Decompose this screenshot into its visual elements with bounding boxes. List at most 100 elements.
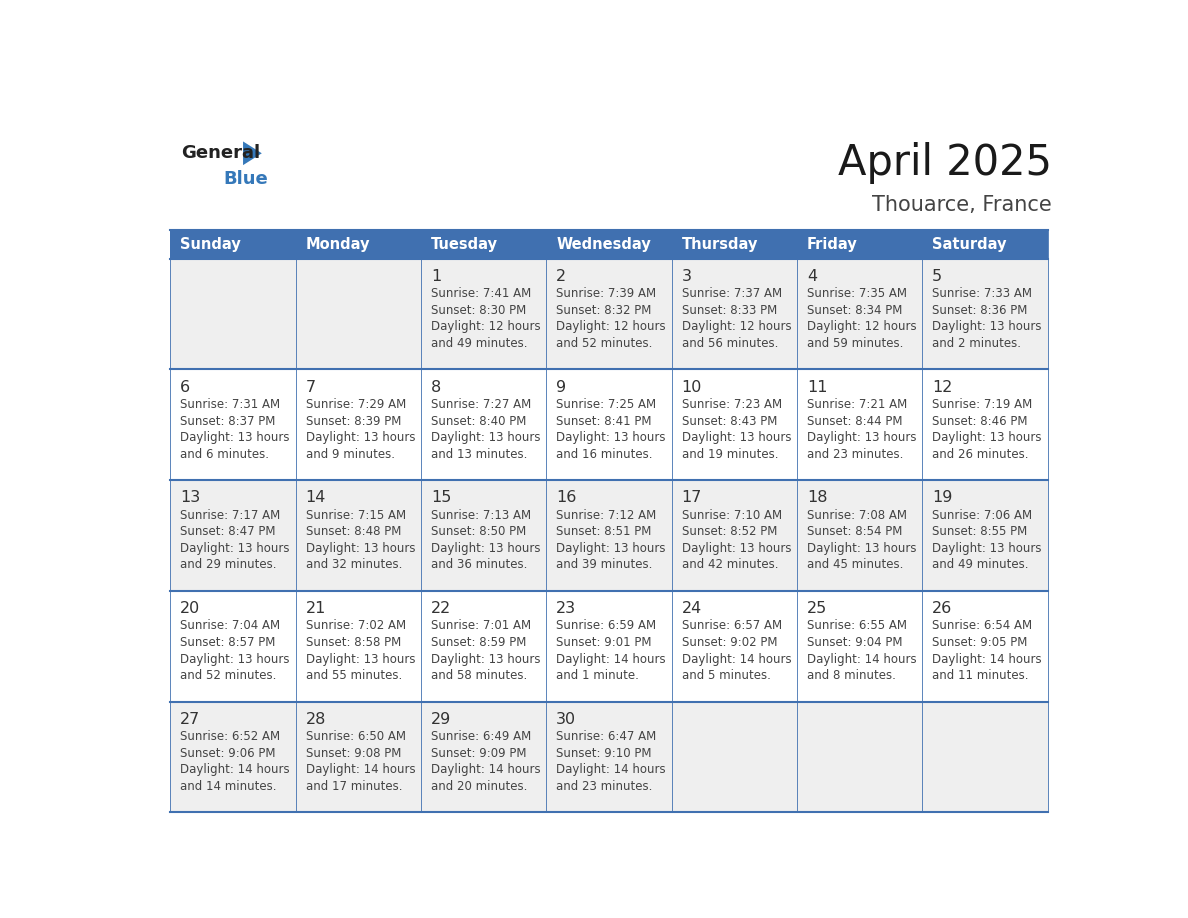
- Text: Sunrise: 7:17 AM: Sunrise: 7:17 AM: [181, 509, 280, 521]
- Text: Sunset: 8:33 PM: Sunset: 8:33 PM: [682, 304, 777, 317]
- Text: Daylight: 14 hours: Daylight: 14 hours: [431, 763, 541, 777]
- Text: Sunrise: 7:39 AM: Sunrise: 7:39 AM: [556, 287, 657, 300]
- Bar: [797, 480, 922, 591]
- Text: Sunrise: 7:27 AM: Sunrise: 7:27 AM: [431, 398, 531, 411]
- Text: and 13 minutes.: and 13 minutes.: [431, 448, 527, 461]
- Text: Daylight: 13 hours: Daylight: 13 hours: [305, 653, 415, 666]
- Text: Sunset: 9:05 PM: Sunset: 9:05 PM: [933, 636, 1028, 649]
- Text: Daylight: 14 hours: Daylight: 14 hours: [305, 763, 416, 777]
- Text: 25: 25: [807, 601, 827, 616]
- Text: and 16 minutes.: and 16 minutes.: [556, 448, 652, 461]
- Bar: [170, 370, 296, 480]
- Bar: [296, 480, 421, 591]
- Bar: [296, 370, 421, 480]
- Text: Daylight: 13 hours: Daylight: 13 hours: [556, 431, 665, 444]
- Bar: [546, 370, 671, 480]
- Text: 1: 1: [431, 269, 441, 284]
- Text: Daylight: 13 hours: Daylight: 13 hours: [431, 542, 541, 554]
- Text: and 17 minutes.: and 17 minutes.: [305, 779, 402, 793]
- Text: and 26 minutes.: and 26 minutes.: [933, 448, 1029, 461]
- Text: Sunrise: 6:57 AM: Sunrise: 6:57 AM: [682, 620, 782, 633]
- Text: and 49 minutes.: and 49 minutes.: [933, 558, 1029, 571]
- Text: 10: 10: [682, 379, 702, 395]
- Text: 27: 27: [181, 711, 201, 727]
- Bar: [671, 701, 797, 812]
- Text: Daylight: 13 hours: Daylight: 13 hours: [305, 542, 415, 554]
- Text: and 29 minutes.: and 29 minutes.: [181, 558, 277, 571]
- Text: Sunrise: 7:13 AM: Sunrise: 7:13 AM: [431, 509, 531, 521]
- Text: General: General: [181, 144, 260, 162]
- Bar: [797, 591, 922, 701]
- Text: Thursday: Thursday: [682, 237, 758, 252]
- Bar: [296, 230, 421, 259]
- Bar: [797, 701, 922, 812]
- Text: and 23 minutes.: and 23 minutes.: [556, 779, 652, 793]
- Bar: [671, 591, 797, 701]
- Text: Sunset: 8:34 PM: Sunset: 8:34 PM: [807, 304, 903, 317]
- Text: Thouarce, France: Thouarce, France: [872, 195, 1053, 215]
- Text: Sunset: 8:54 PM: Sunset: 8:54 PM: [807, 525, 903, 538]
- Text: Sunset: 8:37 PM: Sunset: 8:37 PM: [181, 415, 276, 428]
- Text: Sunrise: 6:49 AM: Sunrise: 6:49 AM: [431, 730, 531, 744]
- Text: and 1 minute.: and 1 minute.: [556, 669, 639, 682]
- Text: 29: 29: [431, 711, 451, 727]
- Text: Sunrise: 7:31 AM: Sunrise: 7:31 AM: [181, 398, 280, 411]
- Text: Sunset: 9:10 PM: Sunset: 9:10 PM: [556, 746, 652, 760]
- Bar: [922, 480, 1048, 591]
- Text: and 58 minutes.: and 58 minutes.: [431, 669, 527, 682]
- Text: Sunset: 8:55 PM: Sunset: 8:55 PM: [933, 525, 1028, 538]
- Text: Daylight: 12 hours: Daylight: 12 hours: [431, 320, 541, 333]
- Text: Sunset: 9:09 PM: Sunset: 9:09 PM: [431, 746, 526, 760]
- Text: Daylight: 14 hours: Daylight: 14 hours: [933, 653, 1042, 666]
- Text: Sunset: 9:06 PM: Sunset: 9:06 PM: [181, 746, 276, 760]
- Text: 21: 21: [305, 601, 326, 616]
- Text: 2: 2: [556, 269, 567, 284]
- Text: Daylight: 13 hours: Daylight: 13 hours: [933, 431, 1042, 444]
- Text: Sunset: 8:52 PM: Sunset: 8:52 PM: [682, 525, 777, 538]
- Text: Sunset: 9:08 PM: Sunset: 9:08 PM: [305, 746, 402, 760]
- Text: Sunset: 8:43 PM: Sunset: 8:43 PM: [682, 415, 777, 428]
- Text: 8: 8: [431, 379, 441, 395]
- Text: 26: 26: [933, 601, 953, 616]
- Text: and 23 minutes.: and 23 minutes.: [807, 448, 903, 461]
- Text: Sunset: 8:59 PM: Sunset: 8:59 PM: [431, 636, 526, 649]
- Bar: [421, 230, 546, 259]
- Bar: [546, 480, 671, 591]
- Text: 18: 18: [807, 490, 827, 505]
- Text: Sunset: 8:48 PM: Sunset: 8:48 PM: [305, 525, 402, 538]
- Text: Sunrise: 7:12 AM: Sunrise: 7:12 AM: [556, 509, 657, 521]
- Text: 19: 19: [933, 490, 953, 505]
- Bar: [421, 259, 546, 370]
- Text: Sunrise: 6:52 AM: Sunrise: 6:52 AM: [181, 730, 280, 744]
- Text: Sunset: 8:30 PM: Sunset: 8:30 PM: [431, 304, 526, 317]
- Text: 16: 16: [556, 490, 576, 505]
- Text: Tuesday: Tuesday: [431, 237, 498, 252]
- Text: and 5 minutes.: and 5 minutes.: [682, 669, 771, 682]
- Bar: [170, 480, 296, 591]
- Bar: [546, 259, 671, 370]
- Text: Sunrise: 6:59 AM: Sunrise: 6:59 AM: [556, 620, 657, 633]
- Text: Sunset: 8:32 PM: Sunset: 8:32 PM: [556, 304, 652, 317]
- Text: Daylight: 12 hours: Daylight: 12 hours: [682, 320, 791, 333]
- Text: 20: 20: [181, 601, 201, 616]
- Text: Sunrise: 7:08 AM: Sunrise: 7:08 AM: [807, 509, 906, 521]
- Text: Daylight: 14 hours: Daylight: 14 hours: [556, 653, 666, 666]
- Text: and 20 minutes.: and 20 minutes.: [431, 779, 527, 793]
- Text: Saturday: Saturday: [933, 237, 1006, 252]
- Text: Daylight: 13 hours: Daylight: 13 hours: [933, 320, 1042, 333]
- Text: Daylight: 14 hours: Daylight: 14 hours: [181, 763, 290, 777]
- Text: April 2025: April 2025: [839, 141, 1053, 184]
- Text: Daylight: 13 hours: Daylight: 13 hours: [556, 542, 665, 554]
- Text: 30: 30: [556, 711, 576, 727]
- Text: Sunset: 8:57 PM: Sunset: 8:57 PM: [181, 636, 276, 649]
- Text: 15: 15: [431, 490, 451, 505]
- Text: and 14 minutes.: and 14 minutes.: [181, 779, 277, 793]
- Text: Daylight: 12 hours: Daylight: 12 hours: [556, 320, 666, 333]
- Bar: [170, 701, 296, 812]
- Text: 7: 7: [305, 379, 316, 395]
- Text: 6: 6: [181, 379, 190, 395]
- Bar: [170, 230, 296, 259]
- Bar: [421, 480, 546, 591]
- Text: Daylight: 13 hours: Daylight: 13 hours: [181, 542, 290, 554]
- Bar: [797, 370, 922, 480]
